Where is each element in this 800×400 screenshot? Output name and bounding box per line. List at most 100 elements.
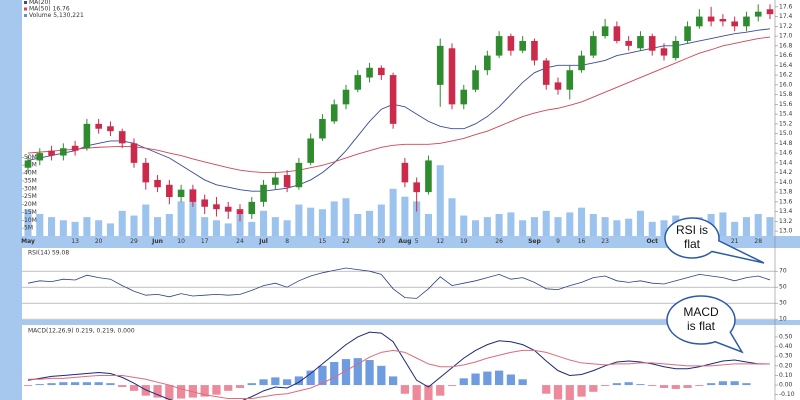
candle-body xyxy=(531,40,538,61)
volume-bar xyxy=(177,201,185,236)
macd-panel xyxy=(22,325,800,400)
y-tick-label: 15.6 xyxy=(779,101,793,108)
candle-body xyxy=(260,184,267,202)
volume-bar xyxy=(248,221,256,236)
histogram-bar xyxy=(294,376,304,386)
histogram-bar xyxy=(459,378,468,386)
histogram-bar xyxy=(589,385,598,392)
x-tick-label: 20 xyxy=(95,238,103,245)
volume-bar xyxy=(519,220,527,236)
candle-body xyxy=(625,40,632,46)
histogram-bar xyxy=(436,385,445,396)
legend-label: MA(20) xyxy=(29,0,51,6)
macd-line xyxy=(28,349,771,400)
candle-body xyxy=(566,70,574,90)
moving-average-line xyxy=(27,28,771,192)
volume-bar xyxy=(201,217,209,236)
rsi-title: RSI(14) 59.08 xyxy=(28,250,69,257)
histogram-bar xyxy=(200,385,209,397)
candle-body xyxy=(448,48,456,105)
histogram-bar xyxy=(353,358,362,386)
candle-body xyxy=(401,162,409,183)
x-tick-label: 22 xyxy=(342,238,350,245)
x-tick-label: 9 xyxy=(556,238,560,245)
candle-body xyxy=(472,70,479,90)
candle-body xyxy=(590,36,597,56)
histogram-bar xyxy=(483,371,492,386)
candle-body xyxy=(684,26,691,41)
volume-bar xyxy=(366,210,374,236)
candle-body xyxy=(554,82,562,90)
x-tick-label: 15 xyxy=(319,238,327,245)
y-tick-label: 14.0 xyxy=(779,179,793,186)
candle-body xyxy=(366,67,373,78)
histogram-bar xyxy=(271,377,280,386)
x-tick-label: 16 xyxy=(578,238,586,245)
volume-tick-label: 15M xyxy=(24,209,37,216)
candle-body xyxy=(283,175,291,188)
histogram-bar xyxy=(494,370,504,386)
candle-body xyxy=(48,150,55,156)
histogram-bar xyxy=(553,385,563,400)
volume-bar xyxy=(472,220,480,236)
candle-body xyxy=(213,204,220,210)
y-tick-label: 15.4 xyxy=(779,111,793,118)
histogram-bar xyxy=(259,379,268,386)
legend-label: Volume 5,130,221 xyxy=(29,12,84,19)
histogram-bar xyxy=(82,382,92,386)
histogram-bar xyxy=(35,384,44,386)
volume-bar xyxy=(766,217,774,236)
y-tick-label: 13.0 xyxy=(779,228,793,235)
candle-body xyxy=(24,160,32,168)
histogram-bar xyxy=(706,383,716,386)
volume-bar xyxy=(660,220,668,236)
volume-bar xyxy=(142,204,150,236)
histogram-bar xyxy=(624,382,633,386)
legend-swatch xyxy=(24,14,27,17)
histogram-bar xyxy=(341,359,351,386)
candle-body xyxy=(36,153,44,161)
candle-body xyxy=(177,189,185,197)
candle-body xyxy=(389,75,397,124)
y-tick-label: 17.2 xyxy=(779,23,793,30)
candle-body xyxy=(484,55,491,71)
volume-bar xyxy=(460,215,468,236)
y-tick-label: 16.6 xyxy=(779,52,793,59)
histogram-bar xyxy=(565,385,574,400)
x-tick-label: 29 xyxy=(378,238,386,245)
y-tick-label: 14.2 xyxy=(779,169,793,176)
candle-body xyxy=(189,189,197,202)
callout-text: is flat xyxy=(687,319,716,333)
histogram-bar xyxy=(70,382,80,386)
y-tick-label: 0.50 xyxy=(779,333,793,340)
y-tick-label: 15.8 xyxy=(779,91,793,98)
candle-body xyxy=(330,104,338,122)
y-tick-label: 0.20 xyxy=(779,362,793,369)
volume-bar xyxy=(48,217,56,236)
volume-tick-label: 10M xyxy=(24,217,37,224)
candle-body xyxy=(224,206,232,212)
candle-body xyxy=(495,36,503,56)
callout-text: MACD xyxy=(683,305,719,319)
candle-body xyxy=(613,26,621,41)
candle-body xyxy=(696,16,703,27)
volume-tick-label: 20M xyxy=(24,201,37,208)
volume-bar xyxy=(625,218,633,236)
histogram-bar xyxy=(636,384,645,386)
histogram-bar xyxy=(330,361,339,386)
x-tick-label: Oct xyxy=(646,238,658,245)
y-tick-label: 13.8 xyxy=(779,189,793,196)
volume-bar xyxy=(59,220,67,236)
histogram-bar xyxy=(542,385,551,394)
y-tick-label: 14.8 xyxy=(779,140,793,147)
volume-bar xyxy=(283,220,291,236)
volume-bar xyxy=(648,221,656,236)
volume-bar xyxy=(424,213,432,236)
volume-bar xyxy=(224,223,232,236)
histogram-bar xyxy=(506,374,516,386)
legend-swatch xyxy=(24,7,27,11)
volume-tick-label: 5M xyxy=(24,225,33,232)
volume-bar xyxy=(601,217,609,236)
legend-label: MA(50) 16.76 xyxy=(29,6,70,13)
